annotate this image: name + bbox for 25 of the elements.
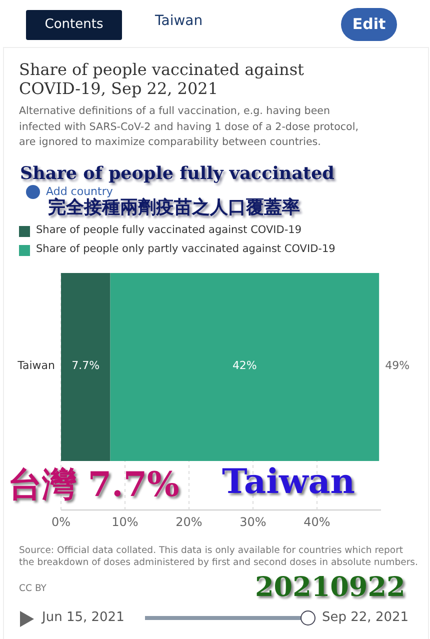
legend-label: Share of people only partly vaccinated against COVID-19 — [36, 243, 336, 255]
x-tick-label: 10% — [110, 515, 140, 529]
text: 台灣 7.7% — [8, 464, 180, 507]
text: Jun 15, 2021 — [42, 610, 124, 625]
total-label: 49% — [385, 359, 410, 372]
x-tick-label: 0% — [50, 515, 72, 529]
chart-title: Share of people vaccinated against COVID-19, Sep 22, 2021 — [19, 60, 305, 98]
text: Contents — [26, 10, 122, 40]
text: Taiwan — [222, 462, 356, 502]
text: 20210922 — [255, 572, 406, 603]
text: Edit — [341, 8, 397, 41]
text: Share of people fully vaccinated — [20, 164, 334, 184]
text: Add country — [46, 185, 113, 198]
data-label: 7.7% — [70, 359, 101, 372]
data-label: 42% — [231, 359, 258, 372]
x-tick-label: 30% — [238, 515, 268, 529]
x-tick-label: 40% — [302, 515, 332, 529]
legend-label: Share of people fully vaccinated against COVID-19 — [36, 224, 302, 236]
x-tick-label: 20% — [174, 515, 204, 529]
text: 完全接種兩劑疫苗之人口覆蓋率 — [48, 197, 300, 219]
text: Sep 22, 2021 — [322, 610, 409, 625]
source-note: Source: Official data collated. This data is only available for countries which report the breakdown of doses administered by first and second doses in absolute numbers. — [19, 545, 419, 570]
chart-subtitle: Alternative definitions of a full vaccination, e.g. having been infected with SARS-CoV-2 and having 1 dose of a 2-dose protocol, are ignored to maximize comparability between countries. — [19, 104, 360, 150]
text: CC BY — [19, 583, 46, 594]
text: Taiwan — [155, 13, 203, 29]
